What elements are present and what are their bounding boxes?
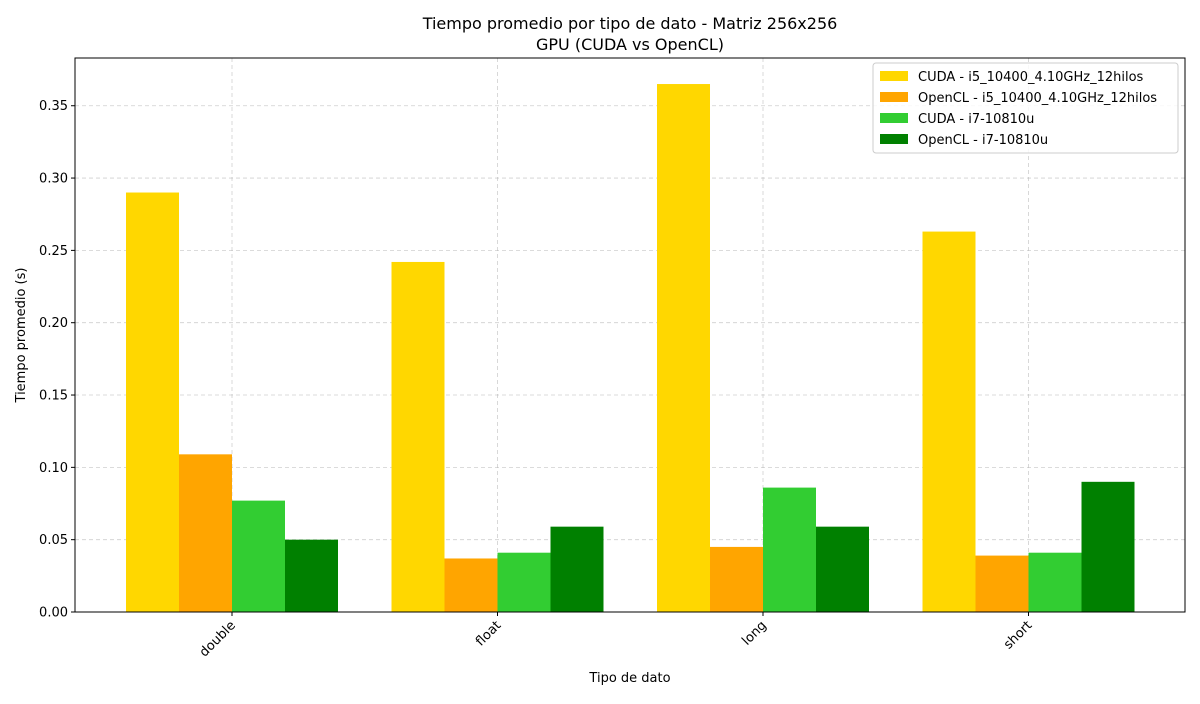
bar [816, 526, 869, 612]
chart-subtitle: GPU (CUDA vs OpenCL) [536, 35, 724, 54]
legend: CUDA - i5_10400_4.10GHz_12hilos OpenCL - … [872, 62, 1179, 154]
x-axis-label: Tipo de dato [588, 671, 670, 686]
bar [763, 487, 816, 612]
x-tick-label: long [739, 618, 769, 648]
bar [179, 454, 232, 612]
x-tick-label: float [473, 618, 504, 649]
legend-label: CUDA - i7-10810u [918, 112, 1034, 127]
bar [285, 539, 338, 612]
bar [126, 192, 179, 612]
bars-layer [126, 84, 1135, 612]
bar [1028, 552, 1082, 612]
legend-swatch [880, 134, 908, 144]
plot-frame [74, 57, 1186, 613]
y-tick-label: 0.20 [39, 316, 68, 331]
legend-frame [872, 62, 1179, 154]
bar [975, 555, 1029, 612]
legend-label: OpenCL - i7-10810u [918, 133, 1048, 148]
legend-label: OpenCL - i5_10400_4.10GHz_12hilos [918, 91, 1157, 106]
y-tick-label: 0.35 [39, 99, 68, 114]
bar [444, 558, 498, 612]
y-tick-label: 0.10 [39, 461, 68, 476]
y-axis-label: Tiempo promedio (s) [14, 268, 29, 404]
y-tick-label: 0.25 [39, 244, 68, 259]
y-tick-label: 0.05 [39, 533, 68, 548]
bar [497, 552, 551, 612]
axes-layer: 0.00 0.05 0.10 0.15 0.20 0.25 0.30 0.35 double fl… [39, 99, 1035, 660]
x-tick-label: short [1001, 618, 1035, 652]
legend-swatch [880, 113, 908, 123]
x-tick-label: double [197, 618, 239, 660]
legend-swatch [880, 71, 908, 81]
bar [391, 261, 445, 612]
bar [657, 84, 710, 612]
bar [232, 500, 285, 612]
legend-swatch [880, 92, 908, 102]
legend-label: CUDA - i5_10400_4.10GHz_12hilos [918, 70, 1144, 85]
y-tick-label: 0.15 [39, 389, 68, 404]
bar [550, 526, 604, 612]
bar [1081, 481, 1135, 612]
chart-title: Tiempo promedio por tipo de dato - Matri… [422, 14, 838, 33]
bar [710, 546, 763, 612]
bar [922, 231, 976, 612]
y-tick-label: 0.30 [39, 172, 68, 187]
y-tick-label: 0.00 [39, 606, 68, 621]
